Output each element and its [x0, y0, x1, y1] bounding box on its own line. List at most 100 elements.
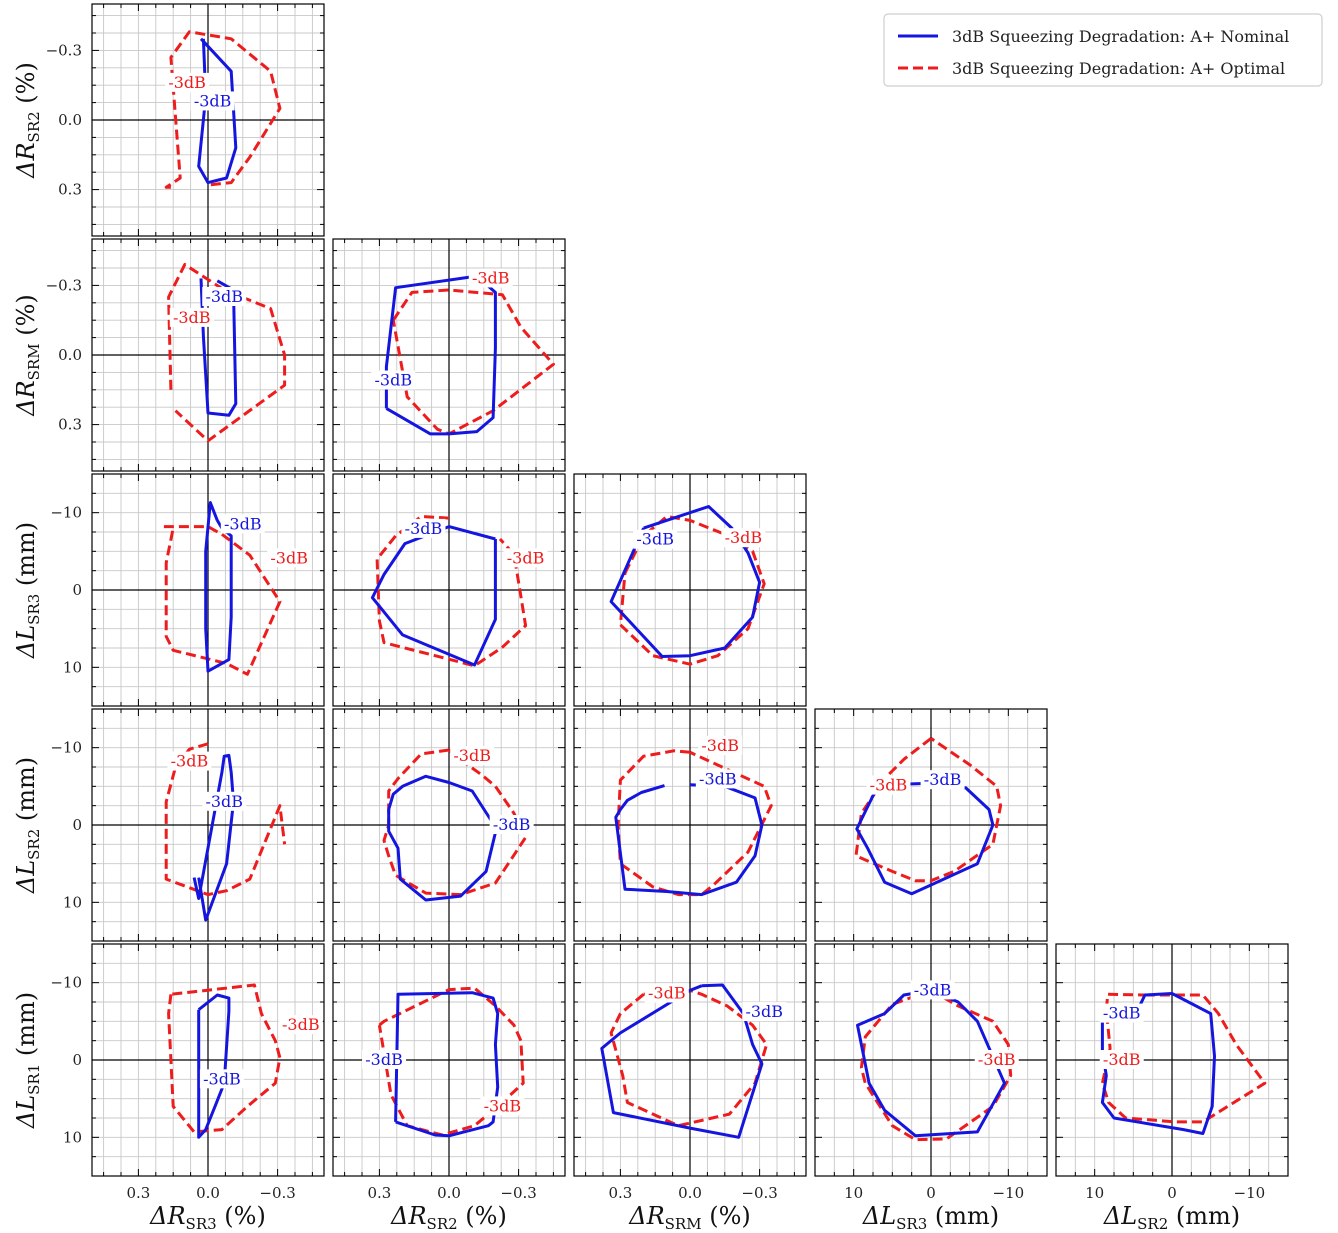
y-axis-label-LSR3-unit: (mm) — [12, 522, 40, 594]
optimal-contour-label: -3dB — [173, 308, 211, 327]
optimal-contour-label: -3dB — [270, 548, 308, 567]
panel-frame — [91, 238, 325, 472]
optimal-contour — [163, 525, 282, 676]
nominal-contour — [600, 983, 764, 1139]
legend: 3dB Squeezing Degradation: A+ Nominal 3d… — [883, 13, 1323, 87]
panel-LSR2-LSR1: -3dB -3dB 10 0 −10 — [1055, 943, 1289, 1202]
panel-frame — [91, 3, 325, 237]
panel-frame — [91, 473, 325, 707]
y-axis-label-RSRM: ΔRSRM (%) — [12, 294, 43, 417]
nominal-contour — [609, 505, 762, 658]
nominal-contour-label-bg — [910, 980, 955, 1000]
x-tick-label: −0.3 — [259, 1184, 295, 1202]
x-axis-label-RSR3-sub: SR3 — [186, 1215, 217, 1233]
y-axis-label-LSR3-sub: SR3 — [25, 594, 43, 625]
panel-RSR2-LSR2: -3dB -3dB — [332, 708, 566, 942]
y-tick-label: 0.3 — [58, 416, 82, 434]
y-axis-label-LSR1-symbol: ΔL — [12, 1095, 40, 1129]
nominal-contour — [387, 774, 497, 902]
nominal-contour-label-bg — [362, 1050, 407, 1069]
x-tick-label: 0 — [1167, 1184, 1177, 1202]
nominal-contour-label: -3dB — [365, 1050, 403, 1069]
y-axis-label-RSR2-sub: SR2 — [25, 111, 43, 142]
x-tick-label: −10 — [1234, 1184, 1266, 1202]
y-tick-label: −10 — [50, 974, 82, 992]
optimal-contour-label-bg — [267, 548, 312, 568]
x-axis-label-LSR3-sub: SR3 — [896, 1215, 927, 1233]
optimal-contour-label-bg — [480, 1096, 525, 1116]
optimal-contour — [609, 988, 769, 1128]
x-axis-label-RSRM-symbol: ΔR — [628, 1202, 664, 1230]
panel-LSR3-LSR2: -3dB -3dB — [814, 708, 1048, 942]
y-tick-label: 0 — [72, 816, 82, 834]
optimal-contour-label-bg — [450, 746, 495, 766]
nominal-contour — [1100, 992, 1216, 1135]
optimal-contour-label: -3dB — [472, 268, 510, 287]
nominal-contour-label: -3dB — [224, 514, 262, 533]
optimal-contour-label-bg — [169, 307, 214, 327]
legend-frame — [883, 13, 1323, 87]
nominal-contour-label-bg — [1099, 1003, 1144, 1023]
nominal-contour-label: -3dB — [375, 371, 413, 390]
optimal-contour-label: -3dB — [453, 746, 491, 765]
nominal-contour-label: -3dB — [914, 980, 952, 999]
optimal-contour — [391, 288, 555, 436]
y-axis-label-LSR2: ΔLSR2 (mm) — [12, 757, 43, 894]
y-tick-label: 10 — [63, 658, 82, 676]
panel-RSR3-LSR1: -3dB -3dB 10 0 −10 0.3 0.0 −0.3 — [50, 943, 325, 1202]
nominal-contour-label-bg — [202, 791, 247, 811]
nominal-contour-label-bg — [742, 1002, 787, 1022]
y-tick-label: 10 — [63, 893, 82, 911]
nominal-contour-label-bg — [920, 770, 965, 790]
optimal-contour — [618, 515, 766, 666]
nominal-contour-label-bg — [371, 370, 416, 390]
y-tick-label: 0.3 — [58, 181, 82, 199]
y-axis-label-RSR2-unit: (%) — [12, 62, 40, 111]
panel-RSRM-LSR2: -3dB -3dB — [573, 708, 807, 942]
nominal-contour-label: -3dB — [699, 769, 737, 788]
y-tick-label: −0.3 — [46, 276, 82, 294]
x-tick-label: −0.3 — [741, 1184, 777, 1202]
panel-RSR3-RSRM: -3dB -3dB 0.3 0.0 −0.3 — [46, 238, 325, 472]
nominal-contour-label-bg — [220, 514, 265, 534]
x-tick-label: 10 — [1085, 1184, 1104, 1202]
nominal-contour-label: -3dB — [924, 770, 962, 789]
nominal-contour-label: -3dB — [636, 530, 674, 549]
x-axis-label-LSR2-sub: SR2 — [1137, 1215, 1168, 1233]
x-axis-label-RSR2: ΔRSR2 (%) — [390, 1202, 507, 1233]
nominal-contour-label-bg — [202, 287, 247, 306]
optimal-contour-label-bg — [644, 983, 689, 1003]
panel-frame — [573, 708, 807, 942]
optimal-contour — [382, 748, 528, 897]
y-axis-label-LSR2-symbol: ΔL — [12, 860, 40, 894]
legend-label-optimal: 3dB Squeezing Degradation: A+ Optimal — [952, 59, 1285, 78]
nominal-contour-label: -3dB — [205, 792, 243, 811]
nominal-contour-label-bg — [401, 518, 446, 538]
y-tick-label: −10 — [50, 739, 82, 757]
nominal-contour-label: -3dB — [745, 1002, 783, 1021]
optimal-contour — [375, 515, 528, 668]
y-axis-label-RSRM-symbol: ΔR — [12, 380, 40, 416]
y-axis-label-LSR2-unit: (mm) — [12, 757, 40, 829]
nominal-contour-label-bg — [489, 815, 534, 834]
panel-RSRM-LSR1: -3dB -3dB 0.3 0.0 −0.3 — [573, 943, 807, 1202]
y-axis-label-RSR2: ΔRSR2 (%) — [12, 62, 43, 179]
optimal-contour-label-bg — [278, 1015, 323, 1035]
panel-frame — [91, 708, 325, 942]
panel-RSRM-LSR3: -3dB -3dB — [573, 473, 807, 707]
optimal-contour — [164, 30, 282, 189]
panel-frame — [332, 708, 566, 942]
nominal-contour — [384, 274, 497, 436]
optimal-contour-label-bg — [165, 72, 210, 92]
nominal-contour-label: -3dB — [203, 1069, 241, 1088]
optimal-contour-label: -3dB — [484, 1096, 522, 1115]
x-axis-label-RSR3: ΔRSR3 (%) — [149, 1202, 266, 1233]
x-tick-label: 0 — [926, 1184, 936, 1202]
x-axis-label-LSR2-symbol: ΔL — [1103, 1202, 1137, 1230]
y-axis-label-RSRM-unit: (%) — [12, 294, 40, 343]
optimal-contour-label: -3dB — [648, 983, 686, 1002]
optimal-contour — [167, 263, 287, 443]
y-axis-label-LSR1-unit: (mm) — [12, 992, 40, 1064]
optimal-contour-label: -3dB — [701, 736, 739, 755]
panel-frame — [814, 708, 1048, 942]
